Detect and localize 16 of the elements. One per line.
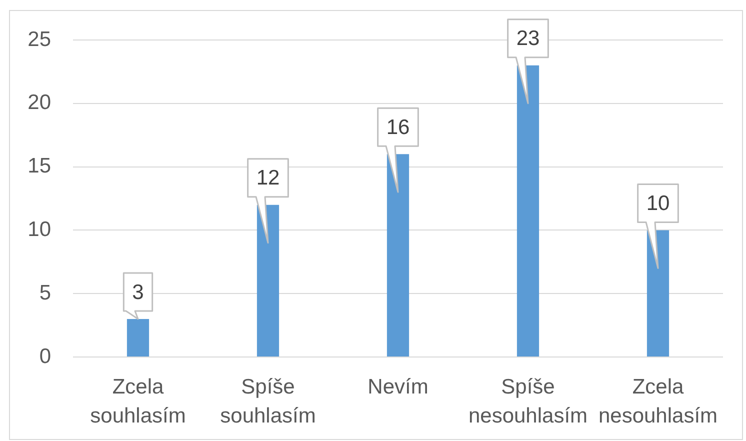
data-label: 3 — [132, 280, 144, 304]
data-label: 10 — [646, 192, 670, 215]
data-label: 16 — [386, 116, 410, 139]
x-tick-label: Spíše souhlasím — [220, 375, 316, 428]
data-label: 12 — [256, 166, 280, 190]
x-tick-label: Spíše nesouhlasím — [468, 375, 588, 428]
y-tick-label: 25 — [28, 28, 51, 51]
y-tick-label: 15 — [28, 154, 51, 178]
data-label: 23 — [516, 27, 540, 50]
y-tick-label: 0 — [39, 344, 51, 368]
y-tick-label: 10 — [28, 218, 51, 241]
x-tick-label: Zcela nesouhlasím — [598, 375, 718, 428]
y-tick-label: 5 — [39, 281, 51, 304]
x-tick-label: Nevím — [368, 375, 428, 398]
y-tick-label: 20 — [28, 91, 51, 114]
x-tick-label: Zcela souhlasím — [90, 375, 186, 428]
